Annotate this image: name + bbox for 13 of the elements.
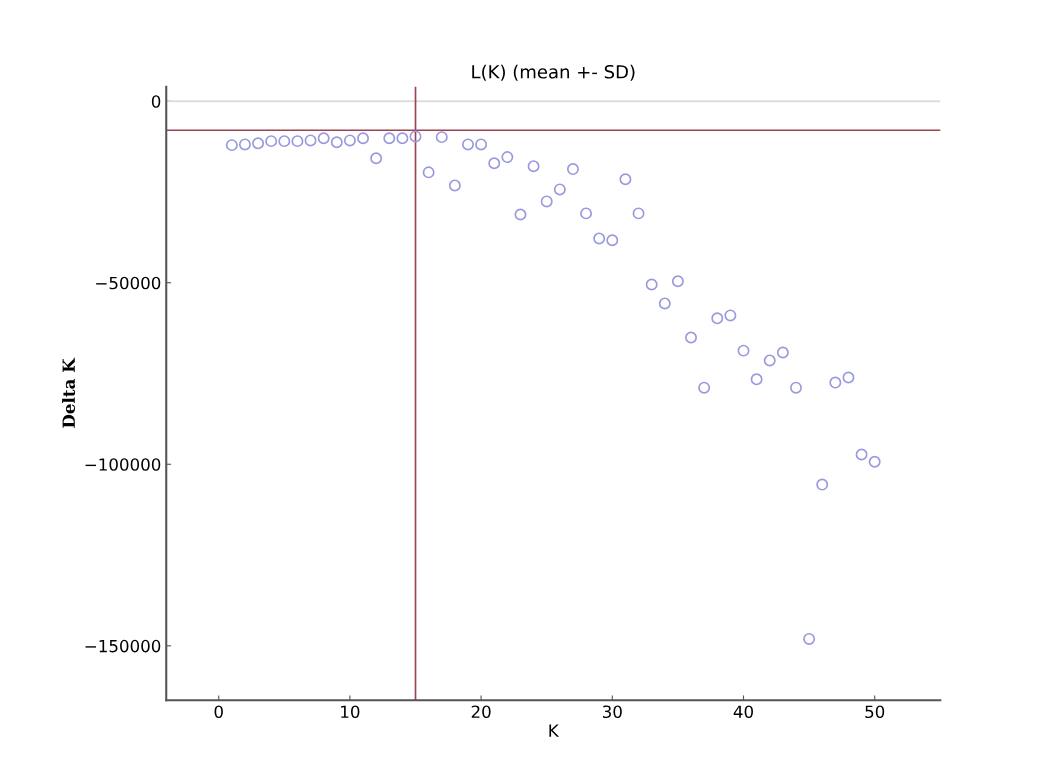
y-tick-label: −150000 (85, 639, 161, 653)
y-tick-label: −100000 (85, 458, 161, 471)
x-tick-label: 30 (602, 705, 622, 719)
y-tick-label: −50000 (96, 276, 161, 290)
x-tick-label: 40 (733, 705, 753, 719)
x-tick-label: 10 (341, 705, 360, 719)
x-tick-label: 20 (471, 705, 491, 719)
x-axis-title: K (549, 724, 560, 737)
x-tick-label: 0 (214, 705, 223, 719)
y-axis-title: Delta K (62, 357, 75, 428)
x-tick-label: 50 (865, 705, 885, 719)
y-tick-label: 0 (151, 95, 161, 108)
chart-title: L(K) (mean +- SD) (472, 64, 635, 81)
